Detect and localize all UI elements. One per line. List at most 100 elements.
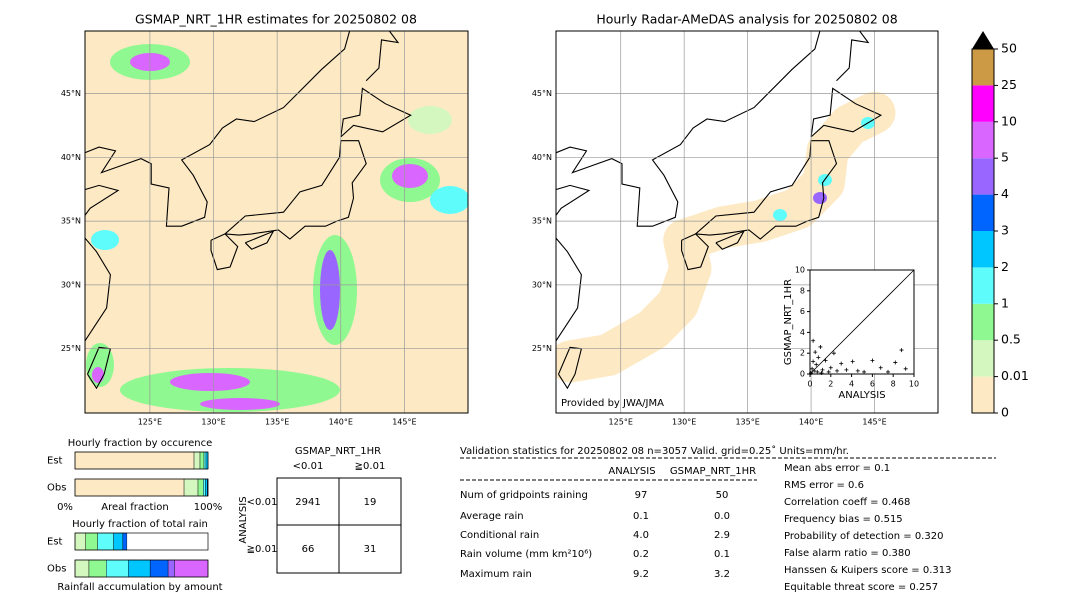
point: [820, 367, 825, 372]
lat-label: 25°N: [532, 344, 552, 353]
point: [811, 338, 816, 343]
row-label: Est: [47, 537, 63, 548]
point: [812, 368, 817, 373]
point: [831, 351, 836, 356]
bar-frame: [74, 559, 209, 578]
ct-col: <0.01: [293, 461, 324, 472]
val-cell: 3.2: [714, 569, 730, 580]
colorbar-label: 2: [1001, 259, 1009, 274]
scatter-xlabel: ANALYSIS: [838, 390, 885, 401]
ct-col: ≧0.01: [355, 461, 386, 472]
coastline: [715, 230, 746, 250]
left-map-bg: [85, 31, 468, 413]
lon-label: 125°E: [609, 418, 633, 427]
coastline: [224, 140, 367, 240]
point: [823, 358, 828, 363]
colorbar-segment: [972, 303, 994, 341]
point: [855, 368, 860, 373]
colorbar-label: 0: [1001, 405, 1009, 420]
total-title: Hourly fraction of total rain: [72, 519, 208, 530]
x-tick-label: 2: [828, 380, 833, 389]
lat-label: 40°N: [532, 153, 552, 162]
fraction-segment: [127, 559, 151, 578]
lat-label: 45°N: [61, 89, 81, 98]
val-cell: 0.1: [633, 511, 649, 522]
coastline: [85, 31, 351, 227]
point: [813, 350, 818, 355]
fraction-segment: [174, 559, 209, 578]
point: [850, 359, 855, 364]
colorbar-label: 50: [1001, 41, 1017, 56]
ct-title: GSMAP_NRT_1HR: [295, 446, 381, 457]
point: [899, 348, 904, 353]
lat-label: 35°N: [532, 217, 552, 226]
colorbar-label: 5: [1001, 150, 1009, 165]
colorbar-segment: [972, 85, 994, 122]
occ-axis-mid: Areal fraction: [101, 502, 168, 513]
y-tick-label: 0: [800, 370, 805, 379]
fraction-segment: [197, 478, 204, 497]
fraction-segment: [183, 478, 199, 497]
val-cell: Num of gridpoints raining: [460, 490, 588, 501]
colorbar-segment: [972, 231, 994, 268]
coastline: [836, 31, 870, 82]
val-cell: 0.0: [714, 511, 730, 522]
coastline: [695, 140, 838, 240]
val-cell: Rain volume (mm km²10⁶): [460, 549, 592, 560]
point: [810, 366, 815, 371]
left-coast: [85, 31, 468, 413]
y-tick-label: 6: [800, 307, 805, 316]
right-coast: [556, 31, 938, 413]
x-tick-label: 0: [807, 380, 812, 389]
colorbar-label: 1: [1001, 295, 1009, 310]
fraction-segment: [203, 478, 206, 497]
ct-row: ≧0.01: [247, 544, 278, 555]
occ-axis-left: 0%: [57, 502, 73, 513]
score: Mean abs error = 0.1: [784, 463, 890, 474]
colorbar-segment: [972, 121, 994, 159]
score: Correlation coeff = 0.468: [784, 497, 910, 508]
point: [816, 355, 821, 360]
colorbar-segment: [972, 49, 994, 86]
fraction-segment: [97, 532, 114, 551]
colorbar-label: 4: [1001, 186, 1009, 201]
lat-label: 40°N: [61, 153, 81, 162]
point: [809, 370, 814, 375]
coastline: [86, 346, 112, 390]
x-tick-label: 10: [909, 380, 919, 389]
left-map-frame: [84, 30, 469, 414]
row-label: Obs: [47, 483, 66, 494]
right-map-frame: [555, 30, 939, 414]
lat-label: 30°N: [61, 280, 81, 289]
val-cell: 9.2: [633, 569, 649, 580]
lon-label: 145°E: [862, 418, 886, 427]
ct-cell: 19: [364, 497, 377, 508]
right-map-title: Hourly Radar-AMeDAS analysis for 2025080…: [596, 12, 897, 27]
colorbar-label: 10: [1001, 113, 1017, 128]
left-rain: [86, 44, 468, 412]
ct-row: <0.01: [247, 497, 278, 508]
fraction-segment: [113, 532, 124, 551]
val-cell: Average rain: [460, 511, 524, 522]
ct-cell: 66: [302, 544, 315, 555]
x-tick-label: 4: [849, 380, 854, 389]
val-cell: 2.9: [714, 530, 730, 541]
occ-title: Hourly fraction by occurence: [68, 438, 212, 449]
point: [818, 344, 823, 349]
lon-label: 135°E: [735, 418, 759, 427]
bar-frame: [74, 451, 209, 470]
coastline: [210, 233, 239, 271]
fraction-segment: [203, 451, 207, 470]
fraction-segment: [74, 559, 90, 578]
point: [893, 360, 898, 365]
ct-row-title: ANALYSIS: [238, 496, 249, 543]
coastline: [365, 31, 400, 82]
left-map-title: GSMAP_NRT_1HR estimates for 20250802 08: [135, 12, 417, 27]
colorbar-segment: [972, 158, 994, 195]
point: [835, 368, 840, 373]
fraction-segment: [205, 478, 208, 497]
fraction-segment: [149, 559, 169, 578]
rain-cell: [773, 209, 787, 221]
fraction-segment: [88, 559, 107, 578]
fraction-segment: [193, 451, 201, 470]
